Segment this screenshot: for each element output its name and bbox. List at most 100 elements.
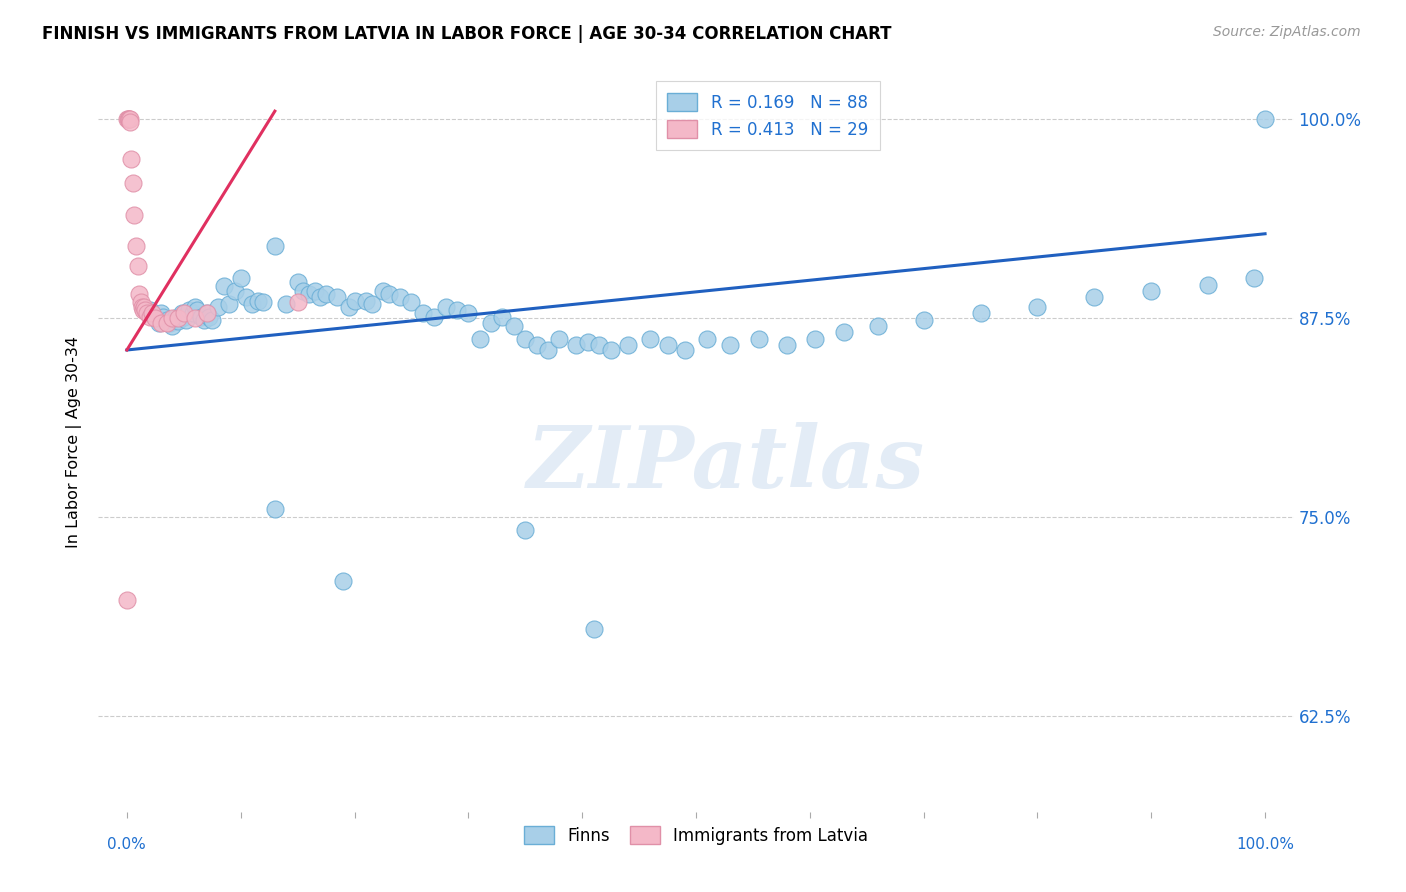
Point	[246, 293, 269, 308]
Point	[548, 332, 571, 346]
Point	[804, 332, 827, 346]
Point	[526, 338, 548, 352]
Point	[184, 300, 207, 314]
Point	[184, 311, 207, 326]
Point	[309, 290, 332, 304]
Point	[1083, 290, 1105, 304]
Point	[298, 287, 321, 301]
Point	[515, 332, 537, 346]
Point	[162, 319, 184, 334]
Point	[868, 319, 890, 334]
Point	[616, 338, 638, 352]
Point	[167, 314, 190, 328]
Point	[115, 593, 138, 607]
Legend: Finns, Immigrants from Latvia: Finns, Immigrants from Latvia	[517, 820, 875, 852]
Point	[565, 338, 588, 352]
Point	[446, 303, 468, 318]
Point	[1254, 112, 1277, 127]
Point	[371, 284, 394, 298]
Point	[491, 310, 513, 324]
Point	[229, 271, 252, 285]
Point	[179, 303, 201, 318]
Point	[122, 208, 145, 222]
Point	[120, 152, 142, 166]
Point	[159, 316, 181, 330]
Point	[156, 312, 179, 326]
Point	[1140, 284, 1163, 298]
Point	[167, 311, 190, 326]
Point	[588, 338, 610, 352]
Point	[515, 523, 537, 537]
Point	[696, 332, 718, 346]
Point	[132, 300, 155, 314]
Point	[457, 306, 479, 320]
Point	[150, 316, 173, 330]
Text: ZIPatlas: ZIPatlas	[527, 422, 925, 506]
Point	[162, 311, 184, 326]
Point	[582, 622, 605, 636]
Point	[143, 311, 166, 326]
Text: Source: ZipAtlas.com: Source: ZipAtlas.com	[1213, 25, 1361, 39]
Point	[115, 112, 138, 127]
Point	[263, 239, 285, 253]
Point	[599, 343, 621, 357]
Point	[127, 259, 149, 273]
Point	[128, 287, 150, 301]
Point	[150, 306, 173, 320]
Point	[207, 300, 229, 314]
Point	[673, 343, 696, 357]
Point	[129, 295, 152, 310]
Point	[748, 332, 770, 346]
Point	[138, 303, 160, 318]
Text: 0.0%: 0.0%	[107, 837, 146, 852]
Point	[193, 312, 215, 326]
Point	[132, 303, 155, 318]
Point	[537, 343, 560, 357]
Point	[287, 275, 309, 289]
Point	[198, 310, 221, 324]
Point	[412, 306, 434, 320]
Point	[479, 316, 502, 330]
Point	[337, 300, 360, 314]
Point	[181, 306, 204, 320]
Point	[141, 306, 163, 320]
Point	[156, 316, 179, 330]
Point	[174, 312, 197, 326]
Point	[120, 112, 142, 127]
Point	[377, 287, 399, 301]
Point	[138, 310, 160, 324]
Text: FINNISH VS IMMIGRANTS FROM LATVIA IN LABOR FORCE | AGE 30-34 CORRELATION CHART: FINNISH VS IMMIGRANTS FROM LATVIA IN LAB…	[42, 25, 891, 43]
Point	[118, 112, 141, 127]
Point	[1197, 277, 1219, 292]
Point	[434, 300, 457, 314]
Point	[832, 326, 855, 340]
Point	[576, 334, 599, 349]
Point	[224, 284, 246, 298]
Point	[468, 332, 491, 346]
Point	[173, 306, 195, 320]
Point	[343, 293, 366, 308]
Point	[240, 297, 263, 311]
Point	[152, 310, 174, 324]
Point	[401, 295, 423, 310]
Point	[718, 338, 741, 352]
Point	[360, 297, 382, 311]
Point	[969, 306, 991, 320]
Point	[148, 316, 170, 330]
Point	[218, 297, 240, 311]
Point	[173, 310, 195, 324]
Point	[117, 112, 139, 127]
Point	[1026, 300, 1049, 314]
Point	[252, 295, 274, 310]
Point	[912, 312, 935, 326]
Point	[423, 310, 446, 324]
Point	[201, 312, 224, 326]
Point	[1243, 271, 1265, 285]
Point	[125, 239, 148, 253]
Point	[389, 290, 412, 304]
Point	[292, 284, 315, 298]
Point	[235, 290, 257, 304]
Point	[304, 284, 326, 298]
Point	[332, 574, 354, 588]
Point	[190, 310, 212, 324]
